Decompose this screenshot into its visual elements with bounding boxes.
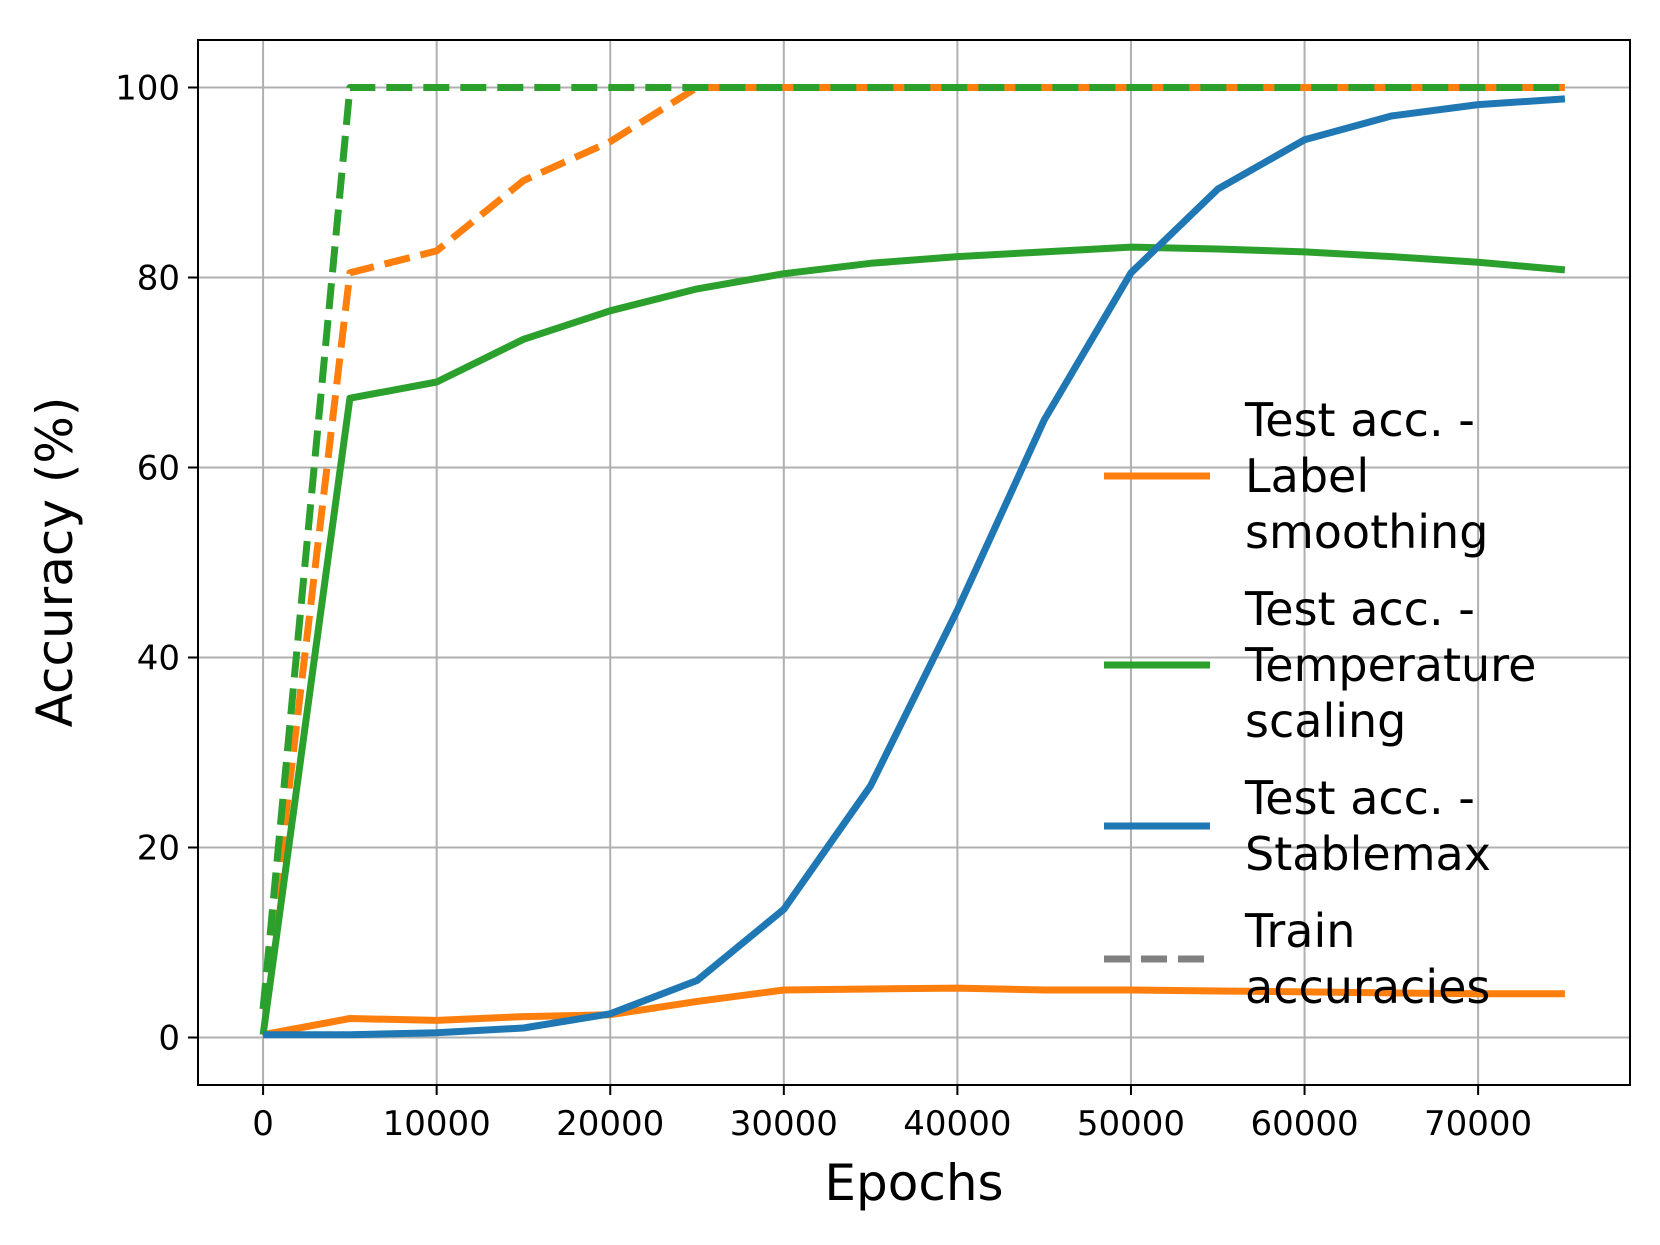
x-tick-label: 30000 xyxy=(730,1104,838,1144)
x-tick-label: 0 xyxy=(252,1104,274,1144)
y-tick-label: 0 xyxy=(158,1019,180,1059)
legend-label: Test acc. - xyxy=(1244,771,1475,825)
legend-label: accuracies xyxy=(1245,960,1490,1014)
y-tick-label: 60 xyxy=(137,449,180,489)
legend-label: Test acc. - xyxy=(1244,393,1475,447)
legend: Test acc. - Label smoothing Test acc. - T… xyxy=(1104,393,1536,1014)
y-axis-title: Accuracy (%) xyxy=(26,397,84,728)
y-tick-label: 80 xyxy=(137,259,180,299)
ticks: 0 10000 20000 30000 40000 50000 60000 70000 0 20 4… xyxy=(115,69,1532,1145)
x-tick-label: 40000 xyxy=(903,1104,1011,1144)
legend-label: Label xyxy=(1245,449,1369,503)
series-layer xyxy=(259,84,1566,1039)
legend-label: scaling xyxy=(1245,694,1406,748)
x-axis-title: Epochs xyxy=(824,1154,1003,1212)
x-tick-label: 50000 xyxy=(1077,1104,1185,1144)
legend-label: Test acc. - xyxy=(1244,582,1475,636)
x-tick-label: 10000 xyxy=(383,1104,491,1144)
plot-frame xyxy=(197,39,1631,1086)
legend-label: Temperature xyxy=(1244,638,1536,692)
test-accuracy-line-stablemax xyxy=(263,95,1566,1039)
y-tick-label: 40 xyxy=(137,639,180,679)
legend-label: Stablemax xyxy=(1245,827,1491,881)
test-accuracy-line-label-smoothing xyxy=(262,984,1565,1039)
y-tick-label: 20 xyxy=(137,829,180,869)
y-tick-label: 100 xyxy=(115,69,180,109)
legend-label: smoothing xyxy=(1245,505,1488,559)
train-accuracy-line-temperature-scaling xyxy=(259,84,1565,1010)
x-tick-label: 20000 xyxy=(556,1104,664,1144)
x-tick-label: 70000 xyxy=(1424,1104,1532,1144)
legend-label: Train xyxy=(1244,904,1355,958)
x-tick-label: 60000 xyxy=(1250,1104,1358,1144)
test-accuracy-line-temperature-scaling xyxy=(259,243,1566,1036)
plot-background xyxy=(198,40,1630,1085)
